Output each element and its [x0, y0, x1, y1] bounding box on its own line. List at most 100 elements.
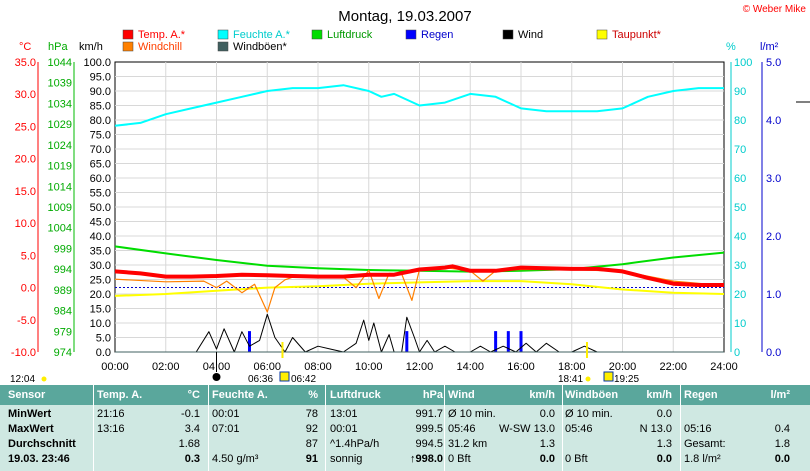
table-cell: 00:01 [212, 408, 240, 420]
series-line [114, 280, 725, 297]
wind-tick-label: 20.0 [90, 289, 111, 301]
legend-label: Taupunkt* [612, 29, 662, 41]
rain-tick-label: 0.0 [766, 347, 781, 359]
wind-tick-label: 35.0 [90, 246, 111, 258]
wind-tick-label: 100.0 [83, 57, 111, 69]
press-tick-label: 989 [54, 285, 72, 297]
x-tick-label: 00:00 [101, 361, 129, 373]
hum-tick-label: 30 [734, 260, 746, 272]
temp-tick-label: 30.0 [15, 89, 36, 101]
legend-label: Wind [518, 29, 543, 41]
sunset-label: 18:41 [558, 374, 583, 385]
sun-marker-icon [41, 376, 47, 382]
rain-unit: l/m² [760, 41, 779, 53]
temp-tick-label: -5.0 [17, 315, 36, 327]
table-cell: 00:01 [330, 423, 358, 435]
table-cell: N 13.0 [639, 423, 672, 435]
table-divider [325, 385, 326, 471]
x-tick-label: 02:00 [152, 361, 180, 373]
table-divider [444, 385, 445, 471]
hum-tick-label: 20 [734, 289, 746, 301]
rain-bar [494, 331, 498, 352]
table-header-cell: Luftdruck [330, 389, 381, 401]
temp-tick-label: 25.0 [15, 121, 36, 133]
wind-tick-label: 70.0 [90, 144, 111, 156]
hum-unit: % [726, 41, 736, 53]
rain-bar [506, 331, 510, 352]
chart-title: Montag, 19.03.2007 [338, 8, 471, 25]
table-header-cell: Windböen [565, 389, 619, 401]
press-tick-label: 1029 [48, 119, 72, 131]
legend-swatch [502, 29, 514, 40]
hum-tick-label: 60 [734, 173, 746, 185]
press-tick-label: 1039 [48, 78, 72, 90]
hum-tick-label: 70 [734, 144, 746, 156]
temp-tick-label: 0.0 [21, 283, 36, 295]
table-divider [93, 385, 94, 471]
table-cell: Durchschnitt [8, 438, 76, 450]
temp-tick-label: 20.0 [15, 154, 36, 166]
wind-tick-label: 10.0 [90, 318, 111, 330]
table-cell: 31.2 km [448, 438, 488, 450]
table-cell: 0 Bft [448, 453, 471, 465]
wind-tick-label: 75.0 [90, 130, 111, 142]
table-cell: 1.8 l/m² [684, 453, 721, 465]
table-header-cell: % [308, 389, 318, 401]
legend-swatch [217, 29, 229, 40]
x-tick-label: 08:00 [304, 361, 332, 373]
wind-tick-label: 40.0 [90, 231, 111, 243]
sunset-icon [603, 371, 614, 382]
table-cell: 0.0 [539, 408, 555, 420]
summary-table: Sensor Temp. A. °C Feuchte A.% Luftdruck hPa W… [0, 385, 810, 471]
hum-tick-label: 0 [734, 347, 740, 359]
legend-label: Regen [421, 29, 453, 41]
table-cell: 1.3 [656, 438, 672, 450]
legend-swatch [122, 29, 134, 40]
table-divider [562, 385, 563, 471]
rain-tick-label: 5.0 [766, 57, 781, 69]
table-header-cell: hPa [422, 389, 443, 401]
press-tick-label: 979 [54, 326, 72, 338]
table-cell: 991.7 [415, 408, 443, 420]
wind-tick-label: 80.0 [90, 115, 111, 127]
left-time-label: 12:04 [10, 374, 35, 385]
x-tick-label: 12:00 [406, 361, 434, 373]
press-tick-label: 1034 [48, 98, 72, 110]
rain-tick-label: 3.0 [766, 173, 781, 185]
table-header-cell: Regen [684, 389, 718, 401]
rain-bar [247, 331, 251, 352]
table-cell: 0.4 [774, 423, 790, 435]
hum-tick-label: 10 [734, 318, 746, 330]
wind-tick-label: 60.0 [90, 173, 111, 185]
press-tick-label: 1004 [48, 223, 72, 235]
x-tick-label: 06:00 [253, 361, 281, 373]
table-cell: sonnig [330, 453, 363, 465]
table-cell: 994.5 [415, 438, 443, 450]
hum-tick-label: 50 [734, 202, 746, 214]
rain-tick-label: 1.0 [766, 289, 781, 301]
table-cell: 0.0 [774, 453, 790, 465]
press-tick-label: 999 [54, 243, 72, 255]
table-header-cell: km/h [646, 389, 672, 401]
table-cell: 0 Bft [565, 453, 588, 465]
table-cell: 21:16 [97, 408, 125, 420]
wind-tick-label: 30.0 [90, 260, 111, 272]
x-tick-label: 20:00 [609, 361, 637, 373]
table-cell: 4.50 g/m³ [212, 453, 259, 465]
wind-tick-label: 5.0 [96, 333, 111, 345]
table-cell: 1.3 [539, 438, 555, 450]
press-tick-label: 994 [54, 264, 72, 276]
legend-label: Windböen* [233, 41, 288, 53]
hum-tick-label: 100 [734, 57, 752, 69]
legend-swatch [311, 29, 323, 40]
legend-swatch [217, 41, 229, 52]
table-cell: 87 [305, 438, 318, 450]
wind-tick-label: 90.0 [90, 86, 111, 98]
wind-unit: km/h [79, 41, 103, 53]
legend-swatch [405, 29, 417, 40]
table-cell: MinWert [8, 408, 52, 420]
table-cell: 0.0 [656, 408, 672, 420]
temp-tick-label: 5.0 [21, 250, 36, 262]
sunset-label-2: 19:25 [614, 374, 639, 385]
table-cell: 13:16 [97, 423, 125, 435]
